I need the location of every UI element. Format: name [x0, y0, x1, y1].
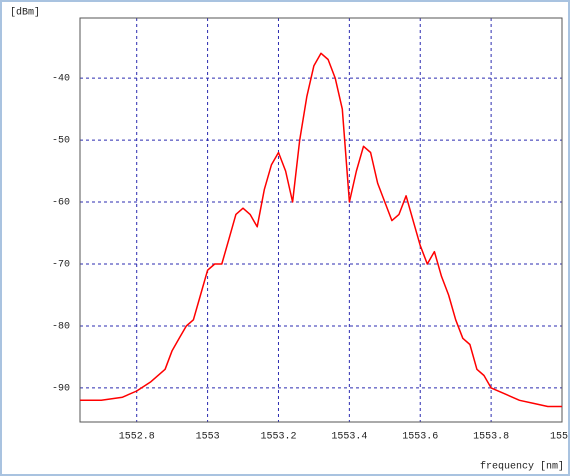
y-axis-label: [dBm]	[10, 7, 40, 19]
x-axis-label: frequency [nm]	[480, 461, 564, 473]
y-tick-label: -90	[52, 384, 70, 395]
y-tick-label: -80	[52, 322, 70, 333]
x-tick-label: 1553.8	[473, 432, 509, 443]
x-tick-label: 1553.6	[402, 432, 438, 443]
y-tick-label: -50	[52, 136, 70, 147]
y-tick-label: -70	[52, 260, 70, 271]
y-tick-label: -40	[52, 74, 70, 85]
x-tick-label: 1553.2	[260, 432, 296, 443]
spectrum-line	[80, 52, 562, 408]
x-tick-label: 1554	[550, 432, 568, 443]
plot-border	[79, 17, 563, 423]
x-tick-label: 1553.4	[331, 432, 367, 443]
x-tick-label: 1552.8	[119, 432, 155, 443]
y-tick-label: -60	[52, 198, 70, 209]
x-tick-label: 1553	[196, 432, 220, 443]
